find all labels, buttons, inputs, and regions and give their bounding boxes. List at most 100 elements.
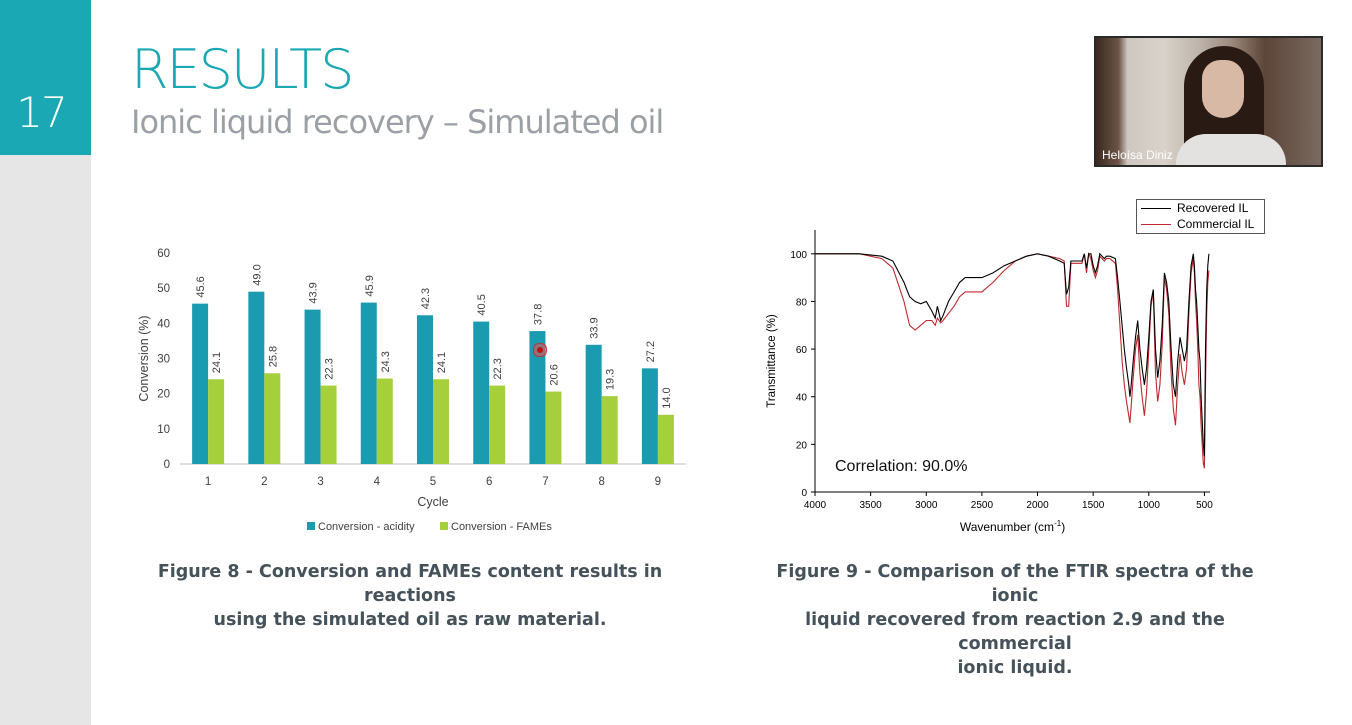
x-tick-label: 1 <box>205 476 211 488</box>
fames-bar <box>320 385 337 464</box>
legend-label-recovered: Recovered IL <box>1177 201 1249 215</box>
acidity-bar <box>585 344 602 464</box>
y-tick-label: 20 <box>796 440 808 451</box>
bar-value-label: 43.9 <box>308 282 320 303</box>
acidity-bar <box>248 291 265 464</box>
bar-value-label: 24.1 <box>211 352 223 373</box>
x-tick-label: 6 <box>486 476 492 488</box>
bar-value-label: 45.6 <box>195 276 207 297</box>
ftir-spectra-chart: 0 20 40 60 80 100 4000 3500 3000 2500 2000 1500 1000… <box>766 230 1213 534</box>
legend-label: Conversion - FAMEs <box>451 521 552 533</box>
bar-value-label: 45.9 <box>364 275 376 296</box>
mouse-pointer-indicator <box>533 343 547 357</box>
y-tick-label: 60 <box>796 345 808 356</box>
y-axis-title: Conversion (%) <box>137 315 151 401</box>
x-tick-label: 4 <box>374 476 381 488</box>
x-tick-label: 2 <box>261 476 267 488</box>
slide-subtitle: Ionic liquid recovery – Simulated oil <box>131 103 664 141</box>
x-tick-label: 3500 <box>860 500 883 511</box>
acidity-bar <box>529 331 546 464</box>
fames-bar <box>657 414 674 464</box>
figure9-caption-line2: liquid recovered from reaction 2.9 and t… <box>805 610 1225 654</box>
slide-number: 17 <box>16 88 67 137</box>
y-tick-label: 20 <box>157 389 170 401</box>
y-axis-title: Transmittance (%) <box>766 314 778 408</box>
fames-bar <box>601 396 618 464</box>
x-tick-label: 3000 <box>915 500 938 511</box>
slide-title: RESULTS <box>131 38 354 101</box>
bar-value-label: 22.3 <box>324 358 336 379</box>
acidity-bar <box>304 309 321 464</box>
legend-item-recovered: Recovered IL <box>1141 200 1248 216</box>
fames-bar <box>376 378 393 464</box>
x-tick-label: 2500 <box>971 500 994 511</box>
figure8-caption-line2: using the simulated oil as raw material. <box>213 610 607 630</box>
x-axis-title: Cycle <box>417 495 448 509</box>
legend-swatch <box>440 522 448 530</box>
y-tick-label: 40 <box>796 393 808 404</box>
bar-value-label: 24.1 <box>436 352 448 373</box>
participant-video-tile[interactable]: Heloísa Diniz <box>1094 36 1323 167</box>
fames-bar <box>208 379 225 464</box>
x-tick-label: 5 <box>430 476 436 488</box>
legend-label: Conversion - acidity <box>318 521 415 533</box>
x-tick-label: 4000 <box>804 500 827 511</box>
figure9-caption-line3: ionic liquid. <box>957 658 1073 678</box>
legend-swatch <box>307 522 315 530</box>
figure8-caption: Figure 8 - Conversion and FAMEs content … <box>130 560 690 632</box>
ftir-legend: Recovered IL Commercial IL <box>1136 199 1265 234</box>
x-tick-label: 8 <box>598 476 604 488</box>
acidity-bar <box>473 321 490 464</box>
x-tick-label: 1000 <box>1138 500 1161 511</box>
bar-value-label: 20.6 <box>548 364 560 385</box>
legend-swatch-recovered <box>1141 207 1171 209</box>
x-tick-label: 500 <box>1196 500 1213 511</box>
legend-swatch-commercial <box>1141 223 1171 225</box>
fames-bar <box>545 391 562 464</box>
video-person-shirt <box>1176 134 1286 165</box>
x-tick-label: 2000 <box>1026 500 1049 511</box>
figure9-caption-line1: Figure 9 - Comparison of the FTIR spectr… <box>776 562 1254 606</box>
x-tick-label: 9 <box>655 476 661 488</box>
bar-value-label: 27.2 <box>645 341 657 362</box>
fames-bar <box>489 385 506 464</box>
recovered-il-line <box>815 252 1210 457</box>
bar-value-label: 49.0 <box>251 264 263 285</box>
participant-name-label: Heloísa Diniz <box>1102 148 1173 162</box>
fames-bar <box>264 373 281 464</box>
commercial-il-line <box>815 251 1210 469</box>
y-tick-label: 80 <box>796 297 808 308</box>
bar-value-label: 40.5 <box>476 294 488 315</box>
y-tick-label: 30 <box>157 354 170 366</box>
acidity-bar <box>192 303 209 464</box>
figure9-caption: Figure 9 - Comparison of the FTIR spectr… <box>760 560 1270 680</box>
acidity-bar <box>417 315 433 464</box>
fames-bar <box>433 379 449 464</box>
acidity-bar <box>641 368 658 464</box>
bar-value-label: 25.8 <box>267 346 279 367</box>
x-tick-label: 3 <box>317 476 323 488</box>
y-tick-label: 0 <box>801 488 807 499</box>
x-axis-title: Wavenumber (cm-1) <box>960 519 1065 534</box>
bar-value-label: 42.3 <box>420 288 432 309</box>
bar-value-label: 24.3 <box>380 351 392 372</box>
bar-value-label: 14.0 <box>661 387 673 408</box>
y-tick-label: 50 <box>157 283 170 295</box>
y-tick-label: 60 <box>157 248 170 260</box>
correlation-label: Correlation: 90.0% <box>835 458 968 475</box>
y-tick-label: 10 <box>157 424 170 436</box>
bar-value-label: 33.9 <box>589 317 601 338</box>
x-tick-label: 1500 <box>1082 500 1105 511</box>
y-tick-label: 40 <box>157 318 170 330</box>
y-tick-label: 100 <box>790 250 807 261</box>
y-tick-label: 0 <box>164 459 170 471</box>
video-person-face <box>1202 60 1244 118</box>
x-tick-label: 7 <box>542 476 548 488</box>
bar-value-label: 22.3 <box>492 358 504 379</box>
legend-item-commercial: Commercial IL <box>1141 216 1254 232</box>
bar-value-label: 37.8 <box>532 304 544 325</box>
slide-number-box: 17 <box>0 0 91 155</box>
conversion-bar-chart: 0 10 20 30 40 50 60 45.6 24.1 1 49.0 25.8 2 43.9 22.3 3… <box>137 248 686 533</box>
legend-label-commercial: Commercial IL <box>1177 217 1255 231</box>
figure8-caption-line1: Figure 8 - Conversion and FAMEs content … <box>157 562 663 606</box>
